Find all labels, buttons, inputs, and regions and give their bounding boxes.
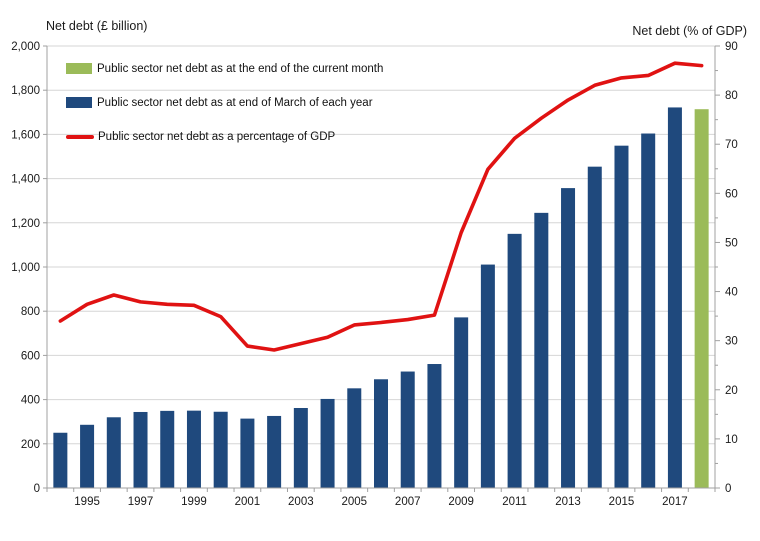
legend-bar-swatch bbox=[66, 97, 92, 108]
y-right-tick-label: 80 bbox=[725, 90, 738, 102]
y-right-tick-label: 90 bbox=[725, 41, 738, 53]
bar-2001 bbox=[240, 418, 255, 488]
y-right-tick-label: 0 bbox=[725, 483, 731, 495]
legend-bar-swatch bbox=[66, 63, 92, 74]
bar-2010 bbox=[480, 264, 495, 488]
bar-2015 bbox=[614, 145, 629, 488]
y-left-tick-label: 800 bbox=[21, 306, 40, 318]
y-left-tick-label: 1,000 bbox=[11, 262, 40, 274]
bar-1996 bbox=[106, 417, 121, 488]
y-left-tick-label: 200 bbox=[21, 439, 40, 451]
x-tick-label: 2017 bbox=[662, 496, 688, 508]
x-tick-label: 1999 bbox=[181, 496, 207, 508]
x-tick-label: 1997 bbox=[128, 496, 154, 508]
bar-1998 bbox=[160, 410, 175, 488]
bar-2013 bbox=[561, 188, 576, 488]
legend-item: Public sector net debt as a percentage o… bbox=[66, 129, 383, 144]
left-axis-title: Net debt (£ billion) bbox=[46, 19, 148, 33]
legend-line-swatch bbox=[66, 134, 94, 139]
y-right-tick-label: 40 bbox=[725, 287, 738, 299]
right-axis-title: Net debt (% of GDP) bbox=[632, 24, 747, 38]
bar-2004 bbox=[320, 398, 335, 488]
x-tick-label: 2015 bbox=[609, 496, 635, 508]
bar-2017 bbox=[667, 107, 682, 489]
legend-label: Public sector net debt as a percentage o… bbox=[98, 130, 336, 143]
x-tick-label: 2011 bbox=[502, 496, 527, 508]
bar-2005 bbox=[347, 388, 362, 488]
y-right-tick-label: 30 bbox=[725, 336, 738, 348]
gdp-percentage-line bbox=[58, 61, 704, 352]
y-right-tick-label: 50 bbox=[725, 237, 738, 249]
x-tick-label: 2009 bbox=[448, 496, 474, 508]
legend-label: Public sector net debt as at end of Marc… bbox=[97, 96, 373, 109]
y-right-tick-label: 10 bbox=[725, 434, 738, 446]
bar-2016 bbox=[641, 133, 656, 489]
bar-2007 bbox=[400, 371, 415, 488]
y-left-tick-label: 1,800 bbox=[11, 85, 40, 97]
y-left-tick-label: 400 bbox=[21, 395, 40, 407]
y-left-tick-label: 1,400 bbox=[11, 174, 40, 186]
y-left-tick-label: 1,600 bbox=[11, 129, 40, 141]
x-tick-label: 1995 bbox=[74, 496, 100, 508]
x-tick-label: 2003 bbox=[288, 496, 314, 508]
bar-2006 bbox=[374, 379, 388, 488]
legend-label: Public sector net debt as at the end of … bbox=[97, 62, 384, 75]
x-tick-label: 2007 bbox=[395, 496, 421, 508]
bar-2003 bbox=[293, 407, 308, 488]
y-left-tick-label: 1,200 bbox=[11, 218, 40, 230]
y-left-tick-label: 600 bbox=[21, 350, 40, 362]
bar-1995 bbox=[80, 424, 95, 488]
x-tick-label: 2013 bbox=[555, 496, 581, 508]
bar-2002 bbox=[267, 415, 282, 488]
y-right-tick-label: 60 bbox=[725, 188, 738, 200]
legend-item: Public sector net debt as at end of Marc… bbox=[66, 95, 383, 110]
bar-2008 bbox=[427, 364, 442, 488]
legend-item: Public sector net debt as at the end of … bbox=[66, 61, 383, 76]
bar-2014 bbox=[587, 166, 602, 488]
y-right-tick-label: 70 bbox=[725, 139, 738, 151]
x-tick-label: 2001 bbox=[235, 496, 261, 508]
y-left-tick-label: 0 bbox=[34, 483, 40, 495]
bar-1997 bbox=[133, 411, 148, 488]
bar-1999 bbox=[186, 410, 201, 488]
bar-2011 bbox=[507, 233, 522, 488]
x-tick-label: 2005 bbox=[341, 496, 367, 508]
bar-1994 bbox=[53, 432, 68, 488]
bar-2000 bbox=[213, 411, 228, 488]
legend: Public sector net debt as at the end of … bbox=[66, 61, 383, 163]
y-right-tick-label: 20 bbox=[725, 385, 738, 397]
bar-2012 bbox=[534, 212, 549, 489]
bar-2009 bbox=[454, 317, 469, 488]
y-left-tick-label: 2,000 bbox=[11, 41, 40, 53]
bar-current-month bbox=[694, 109, 709, 489]
